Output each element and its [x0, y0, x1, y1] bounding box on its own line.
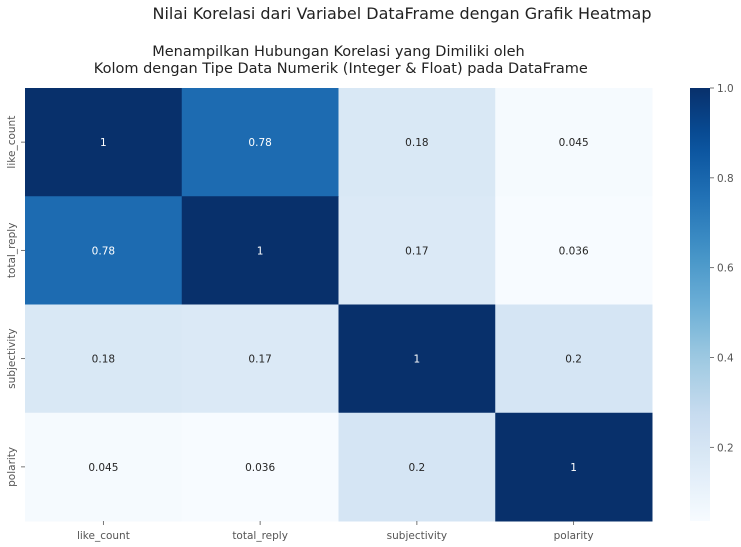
x-tick-label: total_reply: [232, 530, 288, 542]
heatmap-cell-total_reply-like_count: [25, 196, 183, 305]
heatmap-cell-subjectivity-polarity: [495, 304, 653, 414]
heatmap-cell-subjectivity-like_count: [25, 304, 183, 414]
cell-annotation: 0.036: [559, 245, 589, 257]
colorbar-tick-label: 1.0: [717, 83, 734, 95]
cell-annotation: 1: [257, 245, 264, 257]
cell-annotation: 0.2: [565, 354, 582, 366]
y-tick-label: subjectivity: [6, 328, 18, 388]
cell-annotation: 0.036: [245, 462, 275, 474]
heatmap-cell-total_reply-polarity: [495, 196, 653, 305]
cell-annotation: 0.17: [248, 354, 271, 366]
y-axis: like_count total_reply subjectivity polarit…: [6, 116, 25, 487]
chart-title-line-2: Kolom dengan Tipe Data Numerik (Integer …: [89, 61, 588, 77]
x-tick-label: like_count: [77, 530, 130, 542]
heatmap-annotations: 1 0.78 0.18 0.045 0.78 1 0.17 0.036 0.18 0.17 1 0.2…: [88, 137, 589, 474]
heatmap-cell-subjectivity-total_reply: [181, 304, 339, 414]
cell-annotation: 1: [570, 462, 577, 474]
cell-annotation: 0.18: [405, 137, 428, 149]
chart-title: Menampilkan Hubungan Korelasi yang Dimil…: [25, 44, 652, 78]
colorbar-tick-label: 0.6: [717, 263, 734, 275]
cell-annotation: 0.78: [92, 245, 115, 257]
heatmap-cells: [25, 88, 653, 522]
heatmap-cell-polarity-total_reply: [181, 412, 339, 522]
cell-annotation: 1: [414, 354, 421, 366]
y-tick-label: polarity: [6, 447, 18, 487]
heatmap-cell-polarity-like_count: [25, 412, 183, 522]
heatmap-cell-like_count-total_reply: [181, 88, 339, 197]
heatmap-cell-like_count-like_count: [25, 88, 183, 197]
colorbar-tick-label: 0.4: [717, 353, 734, 365]
heatmap-cell-total_reply-total_reply: [181, 196, 339, 305]
heatmap-cell-like_count-subjectivity: [338, 88, 496, 197]
heatmap-cell-total_reply-subjectivity: [338, 196, 496, 305]
heatmap-cell-subjectivity-subjectivity: [338, 304, 496, 414]
colorbar-strip: [690, 88, 710, 521]
cell-annotation: 0.18: [92, 354, 115, 366]
figure-suptitle: Nilai Korelasi dari Variabel DataFrame d…: [152, 4, 652, 23]
heatmap-cell-polarity-subjectivity: [338, 412, 496, 522]
cell-annotation: 0.78: [248, 137, 271, 149]
cell-annotation: 0.045: [559, 137, 589, 149]
x-tick-label: subjectivity: [387, 530, 447, 542]
y-tick-label: like_count: [6, 116, 18, 169]
cell-annotation: 0.17: [405, 245, 428, 257]
x-axis: like_count total_reply subjectivity polarit…: [77, 521, 594, 542]
cell-annotation: 0.2: [409, 462, 426, 474]
chart-title-line-1: Menampilkan Hubungan Korelasi yang Dimil…: [152, 44, 525, 60]
x-tick-label: polarity: [554, 530, 594, 542]
colorbar: 0.2 0.4 0.6 0.8 1.0: [690, 83, 734, 521]
cell-annotation: 0.045: [88, 462, 118, 474]
heatmap-cell-like_count-polarity: [495, 88, 653, 197]
heatmap-cell-polarity-polarity: [495, 412, 653, 522]
cell-annotation: 1: [100, 137, 107, 149]
colorbar-tick-label: 0.8: [717, 173, 734, 185]
y-tick-label: total_reply: [6, 223, 18, 279]
colorbar-tick-label: 0.2: [717, 442, 734, 454]
